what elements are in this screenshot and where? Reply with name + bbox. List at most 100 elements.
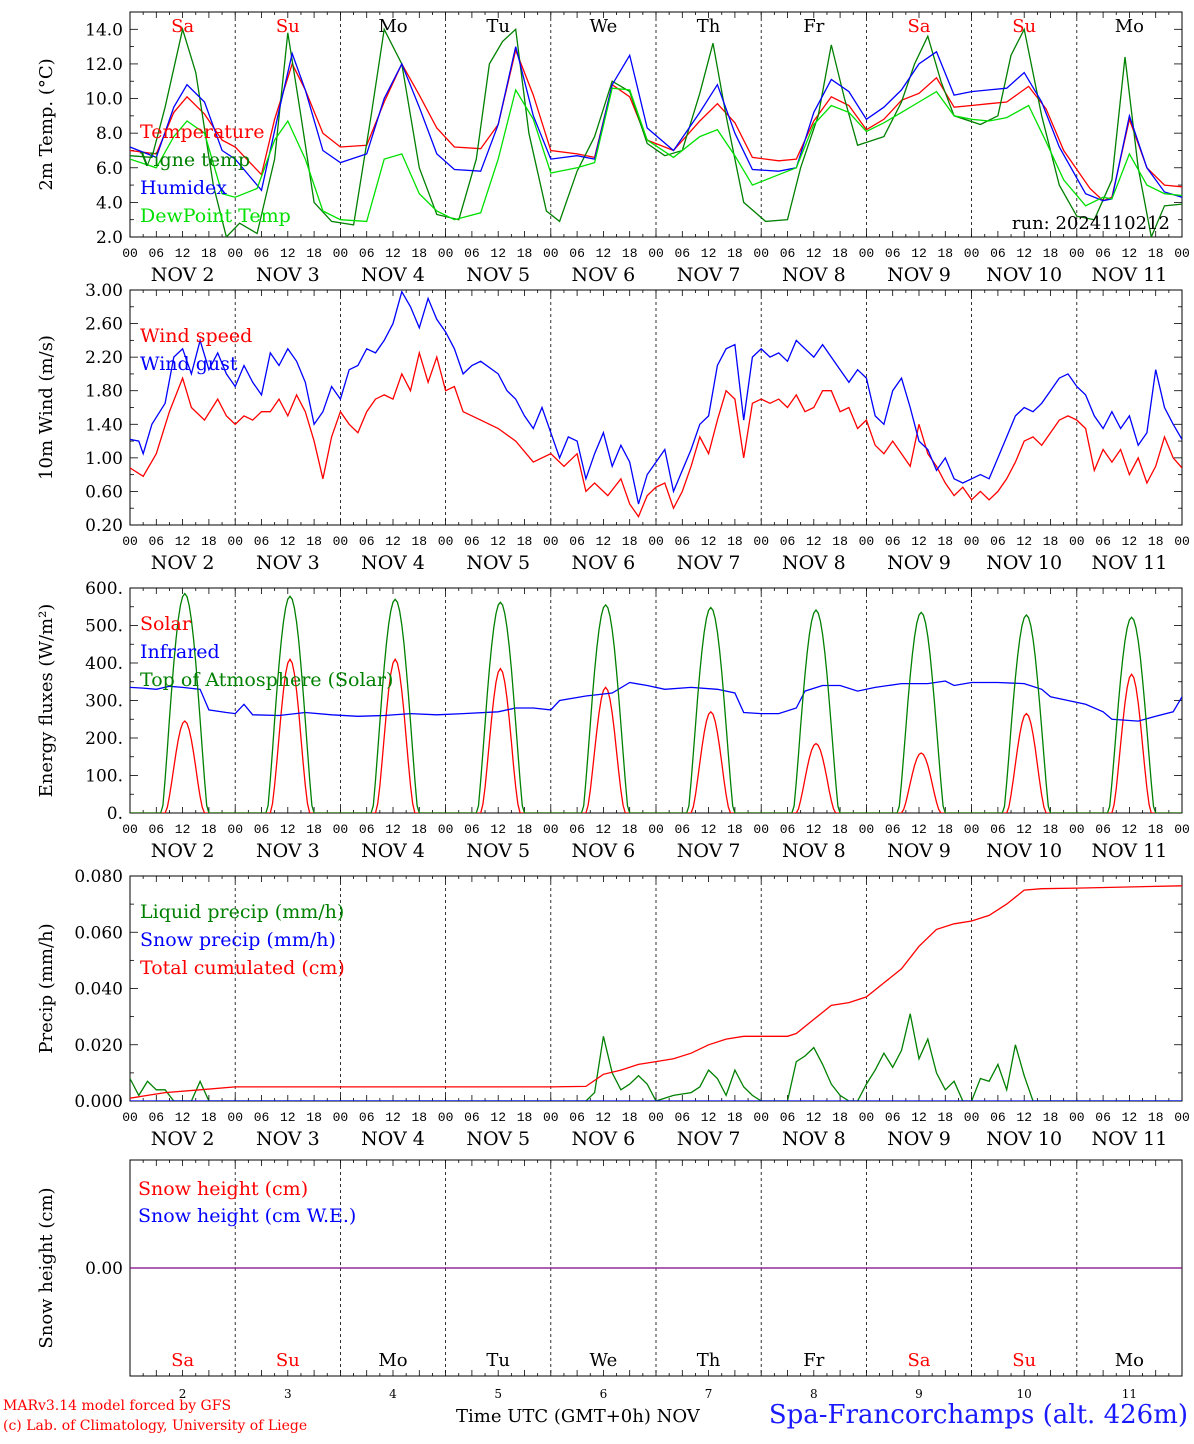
legend-entry: Temperature: [140, 121, 264, 143]
hour-tick-label: 12: [385, 246, 401, 261]
y-tick-label: 12.0: [85, 55, 123, 75]
legend-entry: Snow precip (mm/h): [140, 929, 336, 951]
hour-tick-label: 00: [964, 534, 980, 549]
hour-tick-label: 00: [1174, 1110, 1190, 1125]
hour-tick-label: 12: [175, 1110, 191, 1125]
hour-tick-label: 00: [859, 1110, 875, 1125]
y-tick-label: 0.060: [74, 923, 123, 943]
date-label: NOV 3: [256, 264, 320, 286]
hour-tick-label: 18: [937, 1110, 953, 1125]
date-label: NOV 3: [256, 840, 320, 862]
hour-tick-label: 06: [254, 1110, 270, 1125]
hour-tick-label: 12: [911, 1110, 927, 1125]
hour-tick-label: 18: [832, 822, 848, 837]
date-label: NOV 11: [1091, 1128, 1167, 1150]
legend-entry: Vigne temp: [139, 149, 250, 171]
hour-tick-label: 12: [806, 1110, 822, 1125]
hour-tick-label: 06: [464, 1110, 480, 1125]
day-name-label: Su: [276, 16, 300, 37]
date-label: NOV 10: [986, 840, 1062, 862]
date-label: NOV 10: [986, 552, 1062, 574]
day-number-label: 5: [494, 1387, 502, 1401]
hour-tick-label: 00: [648, 822, 664, 837]
hour-tick-label: 18: [727, 822, 743, 837]
hour-tick-label: 12: [1016, 1110, 1032, 1125]
series-line: [130, 592, 1182, 813]
date-label: NOV 3: [256, 552, 320, 574]
hour-tick-label: 00: [227, 1110, 243, 1125]
hour-tick-label: 06: [359, 246, 375, 261]
day-name-label: We: [590, 16, 618, 37]
y-tick-label: 0.: [107, 804, 123, 824]
hour-tick-label: 12: [385, 1110, 401, 1125]
x-axis-title: Time UTC (GMT+0h) NOV: [456, 1406, 700, 1427]
date-label: NOV 5: [466, 552, 530, 574]
day-number-label: 7: [705, 1387, 713, 1401]
hour-tick-label: 18: [201, 1110, 217, 1125]
date-label: NOV 2: [151, 552, 215, 574]
day-name-label: We: [590, 1350, 618, 1371]
hour-tick-label: 06: [148, 246, 164, 261]
hour-tick-label: 18: [727, 246, 743, 261]
footer-model-credit: MARv3.14 model forced by GFS: [3, 1398, 232, 1414]
date-label: NOV 4: [361, 264, 425, 286]
y-tick-label: 8.0: [96, 124, 123, 144]
day-number-label: 6: [600, 1387, 608, 1401]
hour-tick-label: 06: [780, 1110, 796, 1125]
day-name-label: Th: [697, 16, 721, 37]
panel-5: 0.00 Snow height (cm) 2 3 4 5 6 7 8 9 10 11 Sa Su Mo Tu…: [36, 1159, 1183, 1401]
hour-tick-label: 00: [438, 822, 454, 837]
day-name-label: Su: [1012, 1350, 1036, 1371]
y-tick-label: 4.0: [96, 193, 123, 213]
day-name-label: Sa: [171, 1350, 194, 1371]
hour-tick-label: 18: [1148, 1110, 1164, 1125]
hour-tick-label: 12: [1016, 246, 1032, 261]
hour-tick-label: 12: [1122, 822, 1138, 837]
hour-tick-label: 00: [859, 822, 875, 837]
date-label: NOV 6: [572, 1128, 636, 1150]
legend-entry: Snow height (cm W.E.): [138, 1205, 356, 1227]
hour-tick-label: 00: [122, 534, 138, 549]
hour-tick-label: 18: [727, 1110, 743, 1125]
series-line: [130, 290, 1182, 505]
hour-tick-label: 06: [359, 822, 375, 837]
hour-tick-label: 18: [727, 534, 743, 549]
hour-tick-label: 12: [701, 1110, 717, 1125]
hour-tick-label: 00: [227, 246, 243, 261]
day-name-label: Sa: [171, 16, 194, 37]
series-line: [130, 46, 1182, 202]
hour-tick-label: 12: [280, 822, 296, 837]
hour-tick-label: 06: [1095, 822, 1111, 837]
hour-tick-label: 00: [438, 534, 454, 549]
date-label: NOV 10: [986, 264, 1062, 286]
hour-tick-label: 12: [280, 1110, 296, 1125]
y-tick-label: 1.80: [85, 382, 123, 402]
hour-tick-label: 12: [596, 822, 612, 837]
hour-tick-label: 06: [885, 1110, 901, 1125]
hour-tick-label: 00: [543, 534, 559, 549]
y-tick-label: 2.0: [96, 228, 123, 248]
hour-tick-label: 12: [175, 246, 191, 261]
day-number-label: 9: [915, 1387, 923, 1401]
hour-tick-label: 18: [201, 822, 217, 837]
y-tick-label: 14.0: [85, 20, 123, 40]
legend-entry: Humidex: [140, 177, 227, 199]
day-number-label: 2: [179, 1387, 187, 1401]
hour-tick-label: 18: [622, 822, 638, 837]
y-tick-label: 100.: [85, 767, 123, 787]
hour-tick-label: 18: [937, 534, 953, 549]
hour-tick-label: 18: [937, 822, 953, 837]
y-tick-label: 1.40: [85, 415, 123, 435]
hour-tick-label: 12: [175, 534, 191, 549]
hour-tick-label: 06: [569, 246, 585, 261]
hour-tick-label: 06: [990, 246, 1006, 261]
day-name-label: Th: [697, 1350, 721, 1371]
hour-tick-label: 18: [411, 822, 427, 837]
hour-tick-label: 12: [490, 1110, 506, 1125]
y-tick-label: 3.00: [85, 281, 123, 301]
hour-tick-label: 18: [1043, 246, 1059, 261]
hour-tick-label: 06: [254, 822, 270, 837]
hour-tick-label: 06: [1095, 1110, 1111, 1125]
y-axis-label: Energy fluxes (W/m²): [36, 604, 57, 798]
series-line: [130, 47, 1182, 202]
